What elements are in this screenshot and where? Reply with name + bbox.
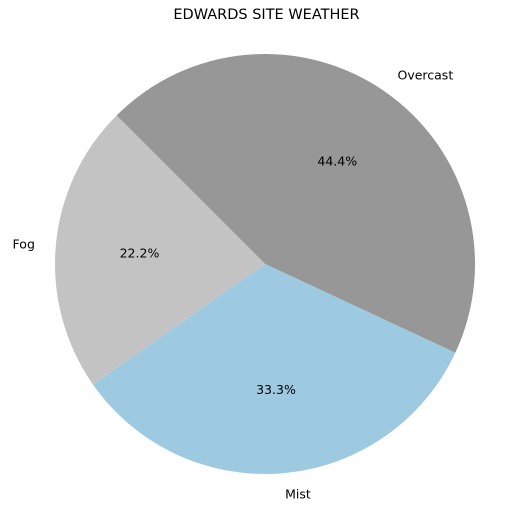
pie-category-label-fog: Fog	[13, 236, 35, 251]
pie-category-label-mist: Mist	[285, 487, 311, 502]
pie-slice-fog	[54, 115, 265, 385]
pie-pct-label-overcast: 44.4%	[317, 153, 357, 168]
pie-slice-overcast	[116, 53, 476, 353]
pie-category-label-overcast: Overcast	[397, 67, 453, 82]
chart-title: EDWARDS SITE WEATHER	[173, 7, 360, 23]
pie-pct-label-fog: 22.2%	[120, 246, 160, 261]
pie-slice-mist	[92, 264, 456, 474]
pie-pct-label-mist: 33.3%	[256, 382, 296, 397]
